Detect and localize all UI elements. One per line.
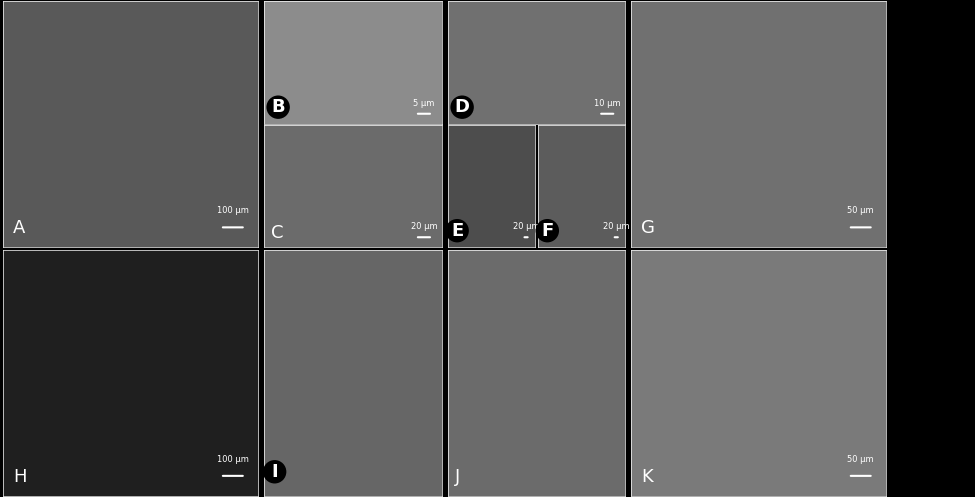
Text: F: F xyxy=(541,222,554,240)
Text: G: G xyxy=(641,219,655,237)
Text: B: B xyxy=(271,98,285,116)
Text: D: D xyxy=(454,98,470,116)
Text: H: H xyxy=(13,468,26,486)
Text: 100 μm: 100 μm xyxy=(216,206,249,215)
Text: 100 μm: 100 μm xyxy=(216,455,249,464)
Text: 5 μm: 5 μm xyxy=(413,98,435,108)
Text: K: K xyxy=(641,468,653,486)
Text: 20 μm: 20 μm xyxy=(410,222,437,231)
Text: 10 μm: 10 μm xyxy=(594,98,620,108)
Text: J: J xyxy=(454,468,460,486)
Text: 20 μm: 20 μm xyxy=(603,222,630,231)
Text: I: I xyxy=(271,463,278,481)
Text: E: E xyxy=(451,222,463,240)
Text: 20 μm: 20 μm xyxy=(513,222,539,231)
Text: 50 μm: 50 μm xyxy=(847,455,874,464)
Text: A: A xyxy=(13,219,25,237)
Text: 50 μm: 50 μm xyxy=(847,206,874,215)
Text: C: C xyxy=(271,224,284,242)
